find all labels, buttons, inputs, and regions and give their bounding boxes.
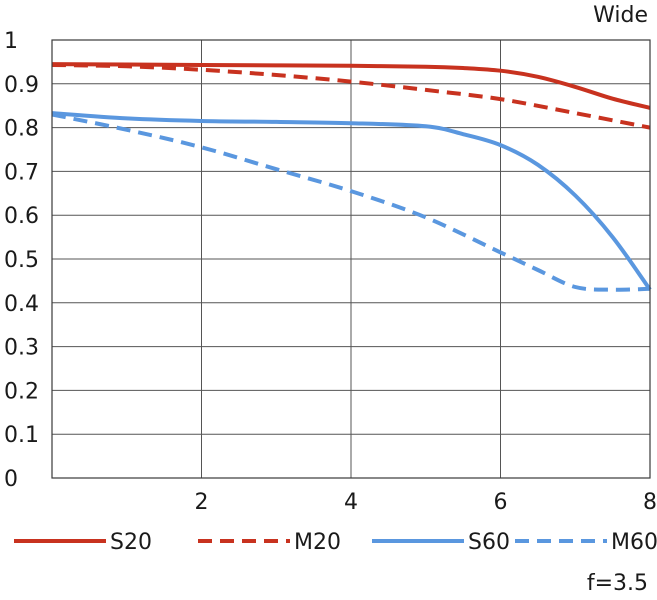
y-tick-label: 0 xyxy=(4,467,18,492)
y-tick-label: 0.1 xyxy=(4,423,39,448)
legend: S20 M20 S60 M60 xyxy=(14,530,657,555)
series-line-s20 xyxy=(51,62,651,110)
y-tick-label: 0.4 xyxy=(4,292,39,317)
legend-label-m60: M60 xyxy=(611,530,657,555)
x-tick-label: 8 xyxy=(643,490,657,515)
grid xyxy=(52,40,650,478)
y-tick-label: 0.9 xyxy=(4,73,39,98)
x-tick-label: 2 xyxy=(195,490,209,515)
y-axis-ticks: 0 0.1 0.2 0.3 0.4 0.5 0.6 0.7 0.8 0.9 1 xyxy=(4,29,39,492)
y-tick-label: 1 xyxy=(4,29,18,54)
series-line-s60 xyxy=(51,111,652,291)
x-tick-label: 4 xyxy=(344,490,358,515)
series-lines xyxy=(51,62,652,292)
legend-label-s60: S60 xyxy=(468,530,510,555)
aperture-label: f=3.5 xyxy=(587,571,648,596)
series-line-m60 xyxy=(51,112,651,292)
x-tick-label: 6 xyxy=(494,490,508,515)
y-tick-label: 0.2 xyxy=(4,379,39,404)
legend-label-m20: M20 xyxy=(294,530,341,555)
y-tick-label: 0.6 xyxy=(4,204,39,229)
chart-title: Wide xyxy=(593,3,648,28)
series-line-m20 xyxy=(51,63,651,130)
y-tick-label: 0.8 xyxy=(4,117,39,142)
x-axis-ticks: 2 4 6 8 xyxy=(195,490,657,515)
y-tick-label: 0.7 xyxy=(4,160,39,185)
y-tick-label: 0.3 xyxy=(4,336,39,361)
legend-label-s20: S20 xyxy=(110,530,152,555)
plot-frame xyxy=(51,39,651,479)
y-tick-label: 0.5 xyxy=(4,248,39,273)
